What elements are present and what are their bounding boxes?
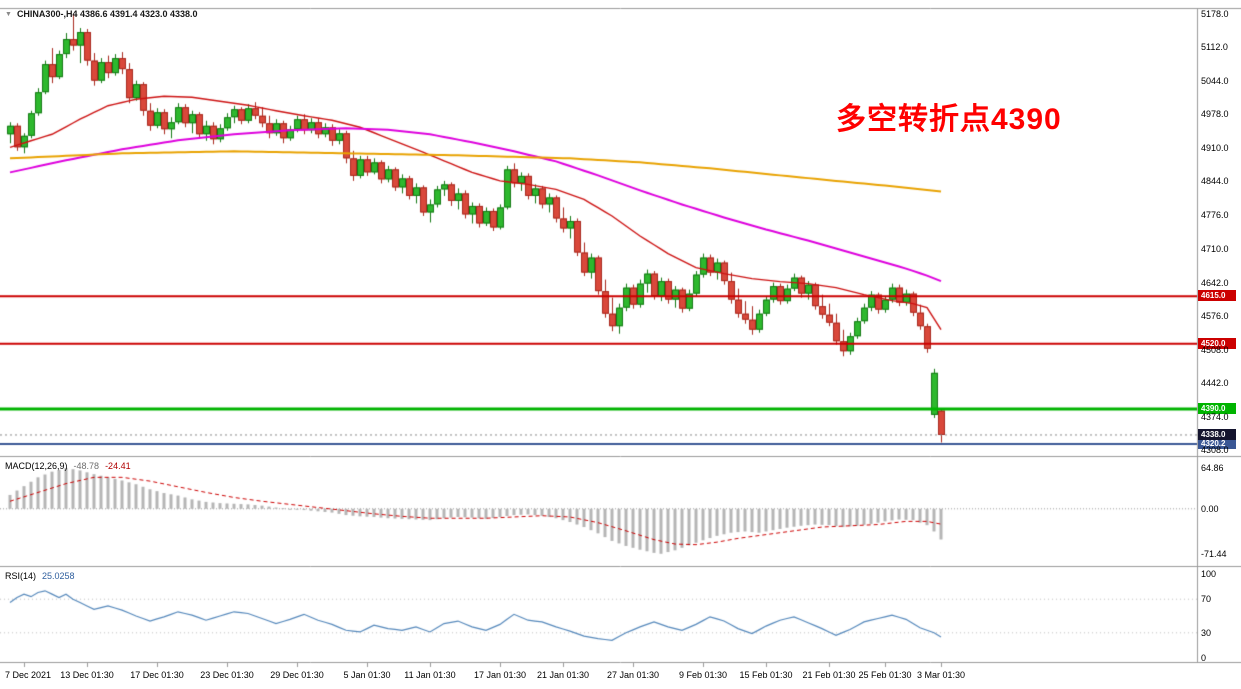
collapse-triangle-icon[interactable]: ▼: [5, 10, 12, 18]
